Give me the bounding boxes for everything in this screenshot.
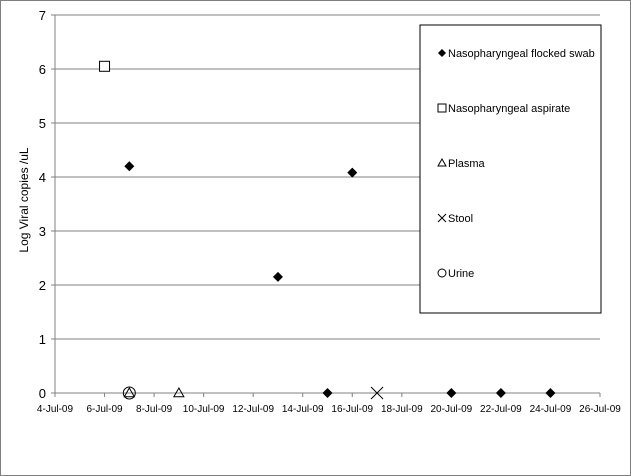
x-tick-label: 4-Jul-09 <box>37 404 74 415</box>
point-triangle <box>123 386 136 398</box>
point-triangle <box>173 386 185 398</box>
x-tick-label: 16-Jul-09 <box>331 404 373 415</box>
x-tick-label: 14-Jul-09 <box>282 404 324 415</box>
point-circle <box>122 386 136 400</box>
point-diamond <box>495 388 506 398</box>
y-tick-label: 0 <box>39 386 46 401</box>
point-diamond <box>446 388 457 398</box>
legend-box <box>419 24 602 314</box>
x-tick-label: 24-Jul-09 <box>530 404 572 415</box>
y-tick-labels: 0 1 2 3 4 5 6 7 <box>39 8 55 401</box>
legend-marker-circle <box>437 268 447 278</box>
legend-marker-cross <box>437 213 447 223</box>
legend-marker-diamond <box>438 49 446 57</box>
x-tick-label: 12-Jul-09 <box>232 404 274 415</box>
y-tick-label: 1 <box>39 332 46 347</box>
point-diamond <box>347 167 358 178</box>
legend-marker-square <box>437 103 447 113</box>
legend-label: Nasopharyngeal flocked swab <box>448 48 595 60</box>
legend-marker-triangle <box>437 157 447 167</box>
point-diamond <box>124 161 135 172</box>
y-tick-label: 7 <box>39 8 46 23</box>
legend-label: Stool <box>448 213 473 225</box>
point-cross <box>370 386 384 400</box>
y-tick-label: 4 <box>39 170 46 185</box>
point-diamond <box>322 388 333 398</box>
x-tick-label: 10-Jul-09 <box>183 404 225 415</box>
x-tick-label: 18-Jul-09 <box>381 404 423 415</box>
x-tick-label: 8-Jul-09 <box>136 404 173 415</box>
x-tick-labels: 4-Jul-09 6-Jul-09 8-Jul-09 10-Jul-09 12-Jul-… <box>37 393 621 415</box>
x-tick-label: 6-Jul-09 <box>86 404 123 415</box>
y-tick-label: 2 <box>39 278 46 293</box>
y-tick-label: 5 <box>39 116 46 131</box>
y-tick-label: 3 <box>39 224 46 239</box>
legend-label: Nasopharyngeal aspirate <box>448 103 570 115</box>
x-tick-label: 26-Jul-09 <box>579 404 621 415</box>
x-tick-label: 22-Jul-09 <box>480 404 522 415</box>
y-tick-label: 6 <box>39 62 46 77</box>
y-axis-label: Log Viral copies /uL <box>17 147 31 253</box>
x-tick-label: 20-Jul-09 <box>431 404 473 415</box>
legend-label: Plasma <box>448 158 486 170</box>
point-square <box>99 60 111 72</box>
legend-label: Urine <box>448 268 474 280</box>
legend: Nasopharyngeal flocked swab Nasopharyngea… <box>419 24 602 314</box>
point-diamond <box>545 388 556 398</box>
data-points <box>99 60 556 400</box>
point-diamond <box>272 271 283 282</box>
